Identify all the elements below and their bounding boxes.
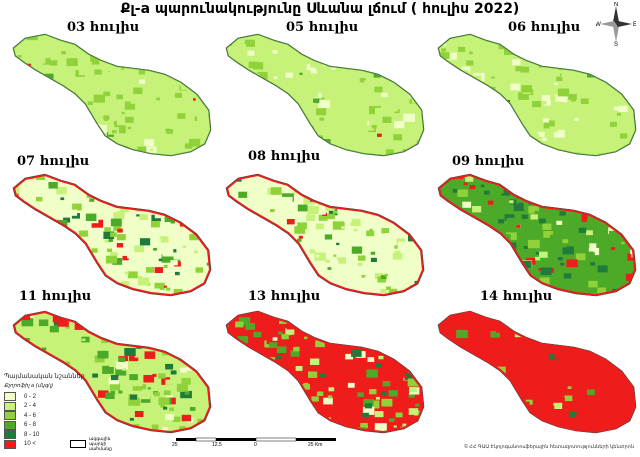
lake-map	[5, 20, 215, 165]
svg-text:N: N	[614, 2, 618, 8]
scale-tick-3: 25 Km	[308, 442, 322, 448]
lake-map	[430, 297, 640, 442]
legend-label: 0 - 2	[24, 394, 36, 400]
legend-label: 10 <	[24, 441, 36, 447]
scale-bar: 25 12.5 0 25 Km	[172, 436, 342, 452]
lake-map-panel: 05 հուլիս	[218, 20, 428, 165]
lake-map	[218, 297, 428, 442]
legend-swatch	[4, 411, 16, 420]
scale-tick-0: 25	[172, 442, 178, 448]
legend-title: Պայմանական նշաններ	[4, 372, 124, 380]
lake-map-panel: 13 հուլիս	[218, 297, 428, 442]
legend-label: 2 - 4	[24, 403, 36, 409]
lake-map	[218, 20, 428, 165]
park-border-label: ազգային պարկի սահմանը	[89, 436, 129, 451]
panel-date-label: 03 հուլիս	[67, 20, 139, 35]
legend-item: 4 - 6	[4, 411, 124, 421]
lake-map-panel: 06 հուլիս	[430, 20, 640, 165]
lake-map	[218, 160, 428, 305]
legend-swatch	[4, 402, 16, 411]
lake-map-panel: 09 հուլիս	[430, 160, 640, 305]
lake-map	[5, 160, 215, 305]
panel-date-label: 14 հուլիս	[480, 289, 552, 304]
credit-text: © ՀՀ ԳԱԱ Էկոլոգանոոսֆերային հետազոտությո…	[464, 444, 634, 450]
panel-date-label: 08 հուլիս	[248, 149, 320, 164]
panel-date-label: 07 հուլիս	[17, 154, 89, 169]
park-border-swatch	[70, 440, 86, 448]
legend-label: 4 - 6	[24, 413, 36, 419]
legend-label: 8 - 10	[24, 432, 39, 438]
legend-item: 6 - 8	[4, 421, 124, 431]
panel-date-label: 13 հուլիս	[248, 289, 320, 304]
legend-swatch	[4, 430, 16, 439]
scale-tick-2: 0	[254, 442, 257, 448]
lake-map-panel: 14 հուլիս	[430, 297, 640, 442]
panel-date-label: 05 հուլիս	[286, 20, 358, 35]
map-title: Քլ-a պարունակությունը Սևանա լճում ( հուլ…	[0, 1, 640, 17]
legend-swatch	[4, 440, 16, 449]
panel-date-label: 09 հուլիս	[452, 154, 524, 169]
panel-date-label: 11 հուլիս	[19, 289, 91, 304]
lake-map	[430, 20, 640, 165]
legend-swatch	[4, 392, 16, 401]
lake-map-panel: 03 հուլիս	[5, 20, 215, 165]
lake-map-panel: 07 հուլիս	[5, 160, 215, 305]
legend-swatch	[4, 421, 16, 430]
park-border-legend: ազգային պարկի սահմանը	[70, 436, 129, 451]
lake-map-panel: 08 հուլիս	[218, 160, 428, 305]
scale-tick-1: 12.5	[212, 442, 222, 448]
legend-item: 0 - 2	[4, 392, 124, 402]
legend-label: 6 - 8	[24, 422, 36, 428]
legend-subtitle: Քլորոֆիլ a (մկգ/լ)	[4, 383, 124, 389]
lake-map	[430, 160, 640, 305]
legend-item: 2 - 4	[4, 402, 124, 412]
lake-surface	[226, 311, 424, 433]
panel-date-label: 06 հուլիս	[508, 20, 580, 35]
